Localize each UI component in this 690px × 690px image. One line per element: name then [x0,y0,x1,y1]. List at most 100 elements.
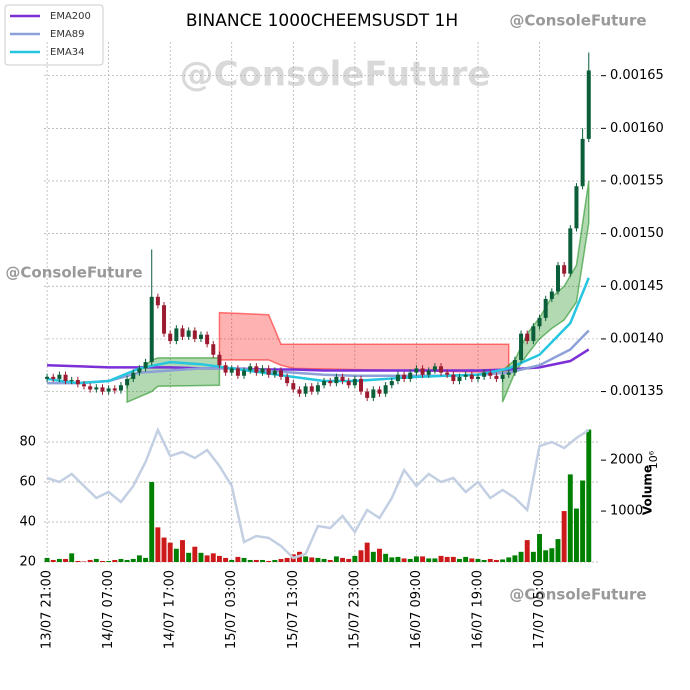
candle-body [309,386,314,392]
volume-bar [303,556,309,562]
volume-bar [475,558,481,562]
y-tick-label: 0.00160 [610,121,664,136]
candle-body [94,387,99,390]
volume-bar [512,555,518,562]
volume-bar [432,558,438,562]
candle-body [359,378,364,392]
x-tick-label: 15/07 13:00 [286,570,301,649]
volume-bar [186,552,192,562]
candle-body [469,374,474,379]
candle-body [69,379,74,382]
y3-tick-label: 40 [19,515,36,530]
volume-bar [247,559,253,562]
y3-tick-label: 20 [19,555,36,570]
candle-body [488,372,493,376]
volume-bar [487,558,493,562]
volume-bar [518,551,524,562]
volume-bar [524,540,530,562]
volume-bar [124,559,130,562]
candle-body [125,378,130,386]
candle-body [340,376,345,382]
candle-body [586,70,591,139]
volume-bar [204,555,210,562]
candle-body [180,328,185,337]
candle-body [383,385,388,394]
oscillator-line [46,426,590,560]
volume-bar [75,560,81,562]
y2-tick-label: 1000 [610,504,643,519]
volume-bar [413,556,419,562]
candle-body [137,368,142,373]
x-tick-label: 14/07 07:00 [101,570,116,649]
x-tick-label: 17/07 05:00 [532,570,547,649]
candle-body [223,365,228,373]
watermark: @ConsoleFuture [5,264,142,282]
candle-body [451,374,456,382]
x-tick-label: 14/07 17:00 [163,570,178,649]
candle-body [254,366,259,373]
volume-bar [266,560,272,562]
candle-body [118,385,123,391]
candle-body [494,375,499,379]
x-tick-label: 16/07 09:00 [409,570,424,649]
y2-axis-label: Volume [641,465,655,515]
volume-bar [223,557,229,562]
candle-body [155,296,160,306]
candle-body [217,354,222,366]
candle-body [549,291,554,299]
volume-bar [444,556,450,562]
volume-bar [457,558,462,562]
volume-bar [284,557,290,562]
candle-body [82,384,87,387]
candle-body [242,370,247,376]
volume-bar [561,511,567,562]
candle-body [297,389,302,394]
volume-bar [383,553,389,562]
y-tick-label: 0.00150 [610,226,664,241]
candle-body [377,389,382,394]
candle-body [285,376,290,384]
volume-bar [573,508,579,562]
candle-body [112,388,117,391]
x-tick-label: 13/07 21:00 [40,570,55,649]
candle-body [328,381,333,384]
volume-bar [93,558,99,562]
candle-body [420,368,425,375]
watermark: @ConsoleFuture [509,12,646,30]
watermark: @ConsoleFuture [509,586,646,604]
volume-bar [100,560,105,562]
candle-body [131,372,136,379]
candle-body [568,228,573,274]
volume-bar [401,558,407,562]
candle-body [408,372,413,379]
candle-body [525,333,530,342]
candle-body [260,368,265,373]
candle-body [106,388,111,392]
volume-bar [358,550,364,562]
volume-bar [481,559,487,562]
candle-body [303,386,308,394]
candle-body [365,391,370,398]
cloud [218,311,510,374]
volume-bar [469,558,475,562]
candle-body [205,334,210,345]
candle-body [506,372,511,375]
volume-bar [463,556,469,562]
x-tick-label: 15/07 03:00 [224,570,239,649]
candle-body [537,317,542,327]
volume-bar [87,559,93,562]
volume-bar [167,542,173,562]
candle-body [519,333,524,360]
volume-bar [112,559,118,562]
candle-body [346,381,351,386]
volume-bar [136,555,142,562]
candle-body [439,366,444,373]
volume-bar [198,552,204,562]
candle-body [248,366,253,371]
candle-body [100,387,105,392]
volume-bar [500,559,506,562]
x-tick-label: 15/07 23:00 [347,570,362,649]
volume-bar [69,553,75,562]
volume-bar [253,559,259,562]
candle-body [63,374,68,382]
